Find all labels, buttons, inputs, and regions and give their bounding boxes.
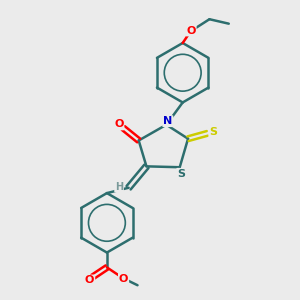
Text: S: S [177, 169, 185, 179]
Text: N: N [163, 116, 172, 126]
Text: O: O [114, 119, 124, 129]
Text: O: O [119, 274, 128, 284]
Text: H: H [115, 182, 123, 192]
Text: S: S [209, 127, 217, 137]
Text: O: O [186, 26, 196, 35]
Text: O: O [85, 275, 94, 286]
